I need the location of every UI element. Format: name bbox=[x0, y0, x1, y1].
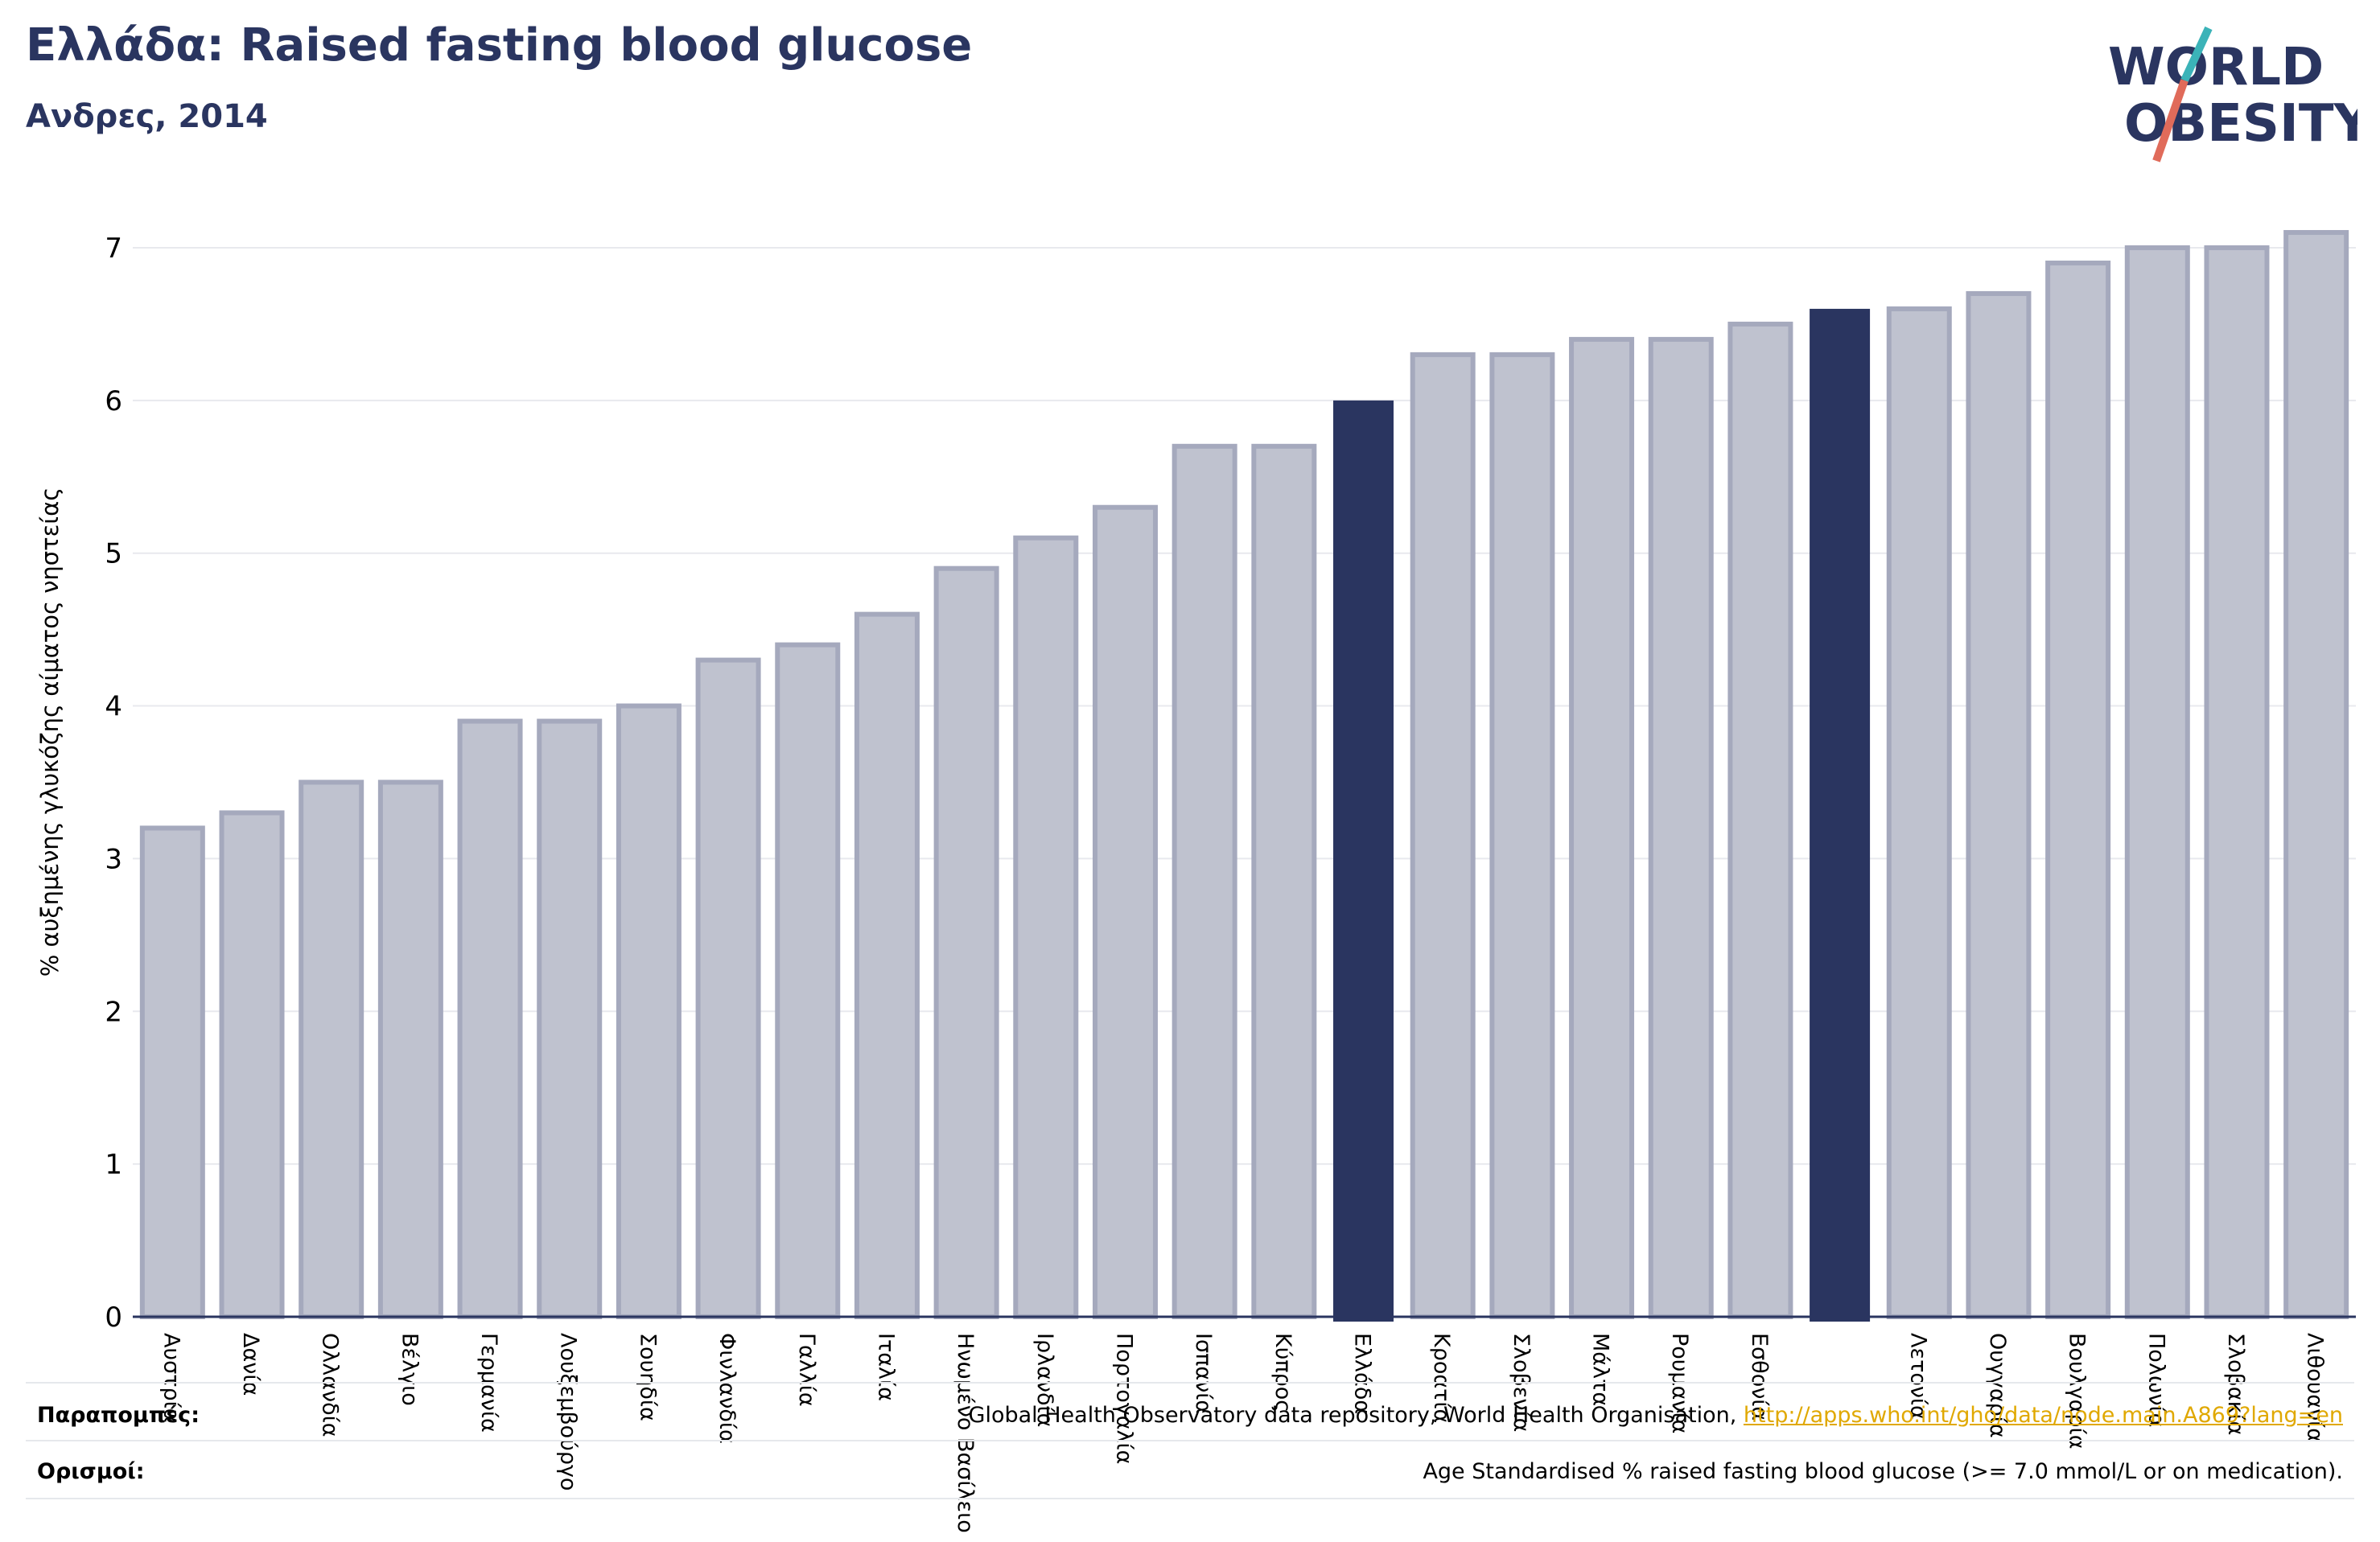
definitions-label: Ορισμοί: bbox=[37, 1459, 145, 1484]
logo-line1: WORLD bbox=[2108, 38, 2324, 97]
x-tick-label: Ελλάδα bbox=[1350, 1333, 1375, 1414]
references-text: Global Health Observatory data repositor… bbox=[969, 1403, 2343, 1428]
y-tick-label: 5 bbox=[105, 538, 122, 570]
bar bbox=[2283, 229, 2349, 1320]
x-tick-label: Κροατία bbox=[1429, 1333, 1454, 1423]
y-axis-label: % αυξημένης γλυκόζης αίματος νηστείας bbox=[36, 487, 64, 977]
x-tick-label: Ιταλία bbox=[873, 1333, 898, 1401]
y-tick-label: 2 bbox=[105, 996, 122, 1028]
footer-divider-bottom bbox=[26, 1498, 2354, 1499]
bar bbox=[2204, 245, 2270, 1320]
x-tick-label: Λουξεμβούργο bbox=[556, 1333, 581, 1491]
bar bbox=[616, 703, 681, 1319]
bar bbox=[1410, 352, 1476, 1319]
y-tick-label: 6 bbox=[105, 385, 122, 417]
references-label: Παραπομπές: bbox=[37, 1403, 200, 1428]
x-tick-label: Σουηδία bbox=[635, 1333, 660, 1421]
bar bbox=[1648, 336, 1714, 1319]
references-link[interactable]: http://apps.who.int/gho/data/node.main.A… bbox=[1743, 1403, 2343, 1428]
bar bbox=[1092, 504, 1158, 1319]
bar bbox=[1251, 443, 1317, 1320]
bar bbox=[537, 718, 603, 1319]
bar bbox=[299, 779, 364, 1319]
bar bbox=[933, 565, 999, 1319]
x-tick-label: Ιρλανδία bbox=[1032, 1333, 1057, 1427]
bar bbox=[2045, 260, 2111, 1319]
x-tick-label: Βουλγαρία bbox=[2065, 1333, 2090, 1449]
x-tick-label: Πορτογαλία bbox=[1111, 1333, 1136, 1464]
bar bbox=[457, 718, 523, 1319]
y-tick-label: 3 bbox=[105, 843, 122, 875]
bar bbox=[139, 825, 205, 1319]
y-ticks: 0 1 2 3 4 5 6 7 bbox=[105, 232, 122, 1334]
definitions-text: Age Standardised % raised fasting blood … bbox=[1423, 1459, 2343, 1484]
bar bbox=[1569, 336, 1635, 1319]
page-title: Ελλάδα: Raised fasting blood glucose bbox=[26, 19, 973, 72]
x-tick-label: Σλοβακία bbox=[2223, 1333, 2248, 1435]
x-tick-label: Μάλτα bbox=[1588, 1333, 1613, 1406]
bar bbox=[377, 779, 443, 1319]
bar bbox=[2124, 245, 2190, 1320]
x-tick-label: Δανία bbox=[238, 1333, 263, 1396]
x-tick-label: Κύπρος bbox=[1270, 1333, 1295, 1412]
footer-divider-middle bbox=[26, 1440, 2354, 1441]
page-subtitle: Ανδρες, 2014 bbox=[26, 98, 268, 135]
x-tick-label: Φινλανδία bbox=[714, 1333, 739, 1444]
bar bbox=[1886, 306, 1952, 1320]
bar-highlight bbox=[1333, 400, 1394, 1322]
x-tick-label: Λετονία bbox=[1905, 1333, 1930, 1420]
x-tick-label: Ηνωμένο Βασίλειο bbox=[953, 1333, 978, 1533]
x-tick-label: Εσθονία bbox=[1747, 1333, 1772, 1421]
y-tick-label: 7 bbox=[105, 232, 122, 265]
bars-layer bbox=[139, 229, 2349, 1322]
x-tick-label: Ουγγαρία bbox=[1985, 1333, 2010, 1438]
world-obesity-logo: WORLD OBESITY bbox=[2108, 26, 2357, 162]
x-tick-label: Πολωνία bbox=[2143, 1333, 2168, 1427]
references-source: Global Health Observatory data repositor… bbox=[968, 1403, 1737, 1428]
y-tick-label: 4 bbox=[105, 691, 122, 723]
bar bbox=[1727, 321, 1793, 1319]
y-tick-label: 0 bbox=[105, 1301, 122, 1334]
bar bbox=[775, 642, 841, 1319]
x-tick-label: Αυστρία bbox=[159, 1333, 183, 1423]
bar bbox=[1013, 535, 1079, 1319]
logo-slash-coral bbox=[2152, 79, 2189, 162]
bar bbox=[854, 611, 920, 1319]
bar bbox=[1489, 352, 1555, 1319]
logo-slash-teal bbox=[2180, 26, 2213, 83]
y-tick-label: 1 bbox=[105, 1149, 122, 1181]
x-tick-label: Γαλλία bbox=[794, 1333, 819, 1407]
footer-divider-top bbox=[26, 1382, 2354, 1384]
bar-highlight bbox=[1810, 308, 1871, 1322]
bar bbox=[1966, 290, 2032, 1319]
x-tick-label: Ισπανία bbox=[1191, 1333, 1216, 1414]
x-tick-label: Βέλγιο bbox=[397, 1333, 422, 1406]
bar bbox=[695, 657, 761, 1319]
bar bbox=[219, 810, 285, 1319]
x-tick-label: Λιθουανία bbox=[2303, 1333, 2328, 1442]
bar bbox=[1171, 443, 1237, 1320]
x-tick-label: Ολλανδία bbox=[318, 1333, 343, 1437]
